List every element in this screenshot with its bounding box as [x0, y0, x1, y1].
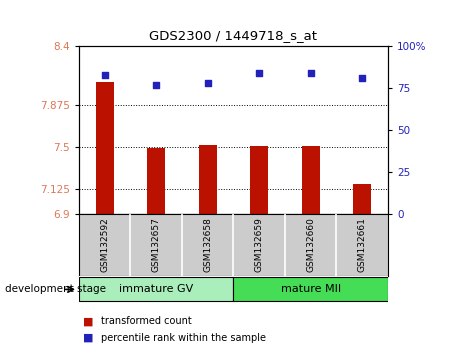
Text: GSM132592: GSM132592	[100, 217, 109, 272]
Bar	[234, 278, 388, 301]
Point	[152, 82, 160, 87]
Text: GSM132657: GSM132657	[152, 217, 161, 272]
Point	[256, 70, 263, 76]
Bar	[96, 82, 114, 214]
Text: ■: ■	[83, 333, 94, 343]
Point	[101, 72, 108, 78]
Text: development stage: development stage	[5, 284, 106, 295]
Text: GSM132659: GSM132659	[255, 217, 264, 272]
Text: GSM132660: GSM132660	[306, 217, 315, 272]
Bar	[302, 146, 320, 214]
Bar	[353, 184, 371, 214]
Text: GSM132658: GSM132658	[203, 217, 212, 272]
Bar	[198, 145, 216, 214]
Bar	[79, 278, 234, 301]
Bar	[147, 148, 165, 214]
Bar	[250, 146, 268, 214]
Point	[307, 70, 314, 76]
Text: percentile rank within the sample: percentile rank within the sample	[101, 333, 266, 343]
Text: transformed count: transformed count	[101, 316, 191, 326]
Point	[204, 80, 211, 86]
Text: mature MII: mature MII	[281, 284, 341, 294]
Text: ■: ■	[83, 316, 94, 326]
Title: GDS2300 / 1449718_s_at: GDS2300 / 1449718_s_at	[149, 29, 318, 42]
Text: GSM132661: GSM132661	[358, 217, 367, 272]
Point	[359, 75, 366, 81]
Text: immature GV: immature GV	[119, 284, 193, 294]
